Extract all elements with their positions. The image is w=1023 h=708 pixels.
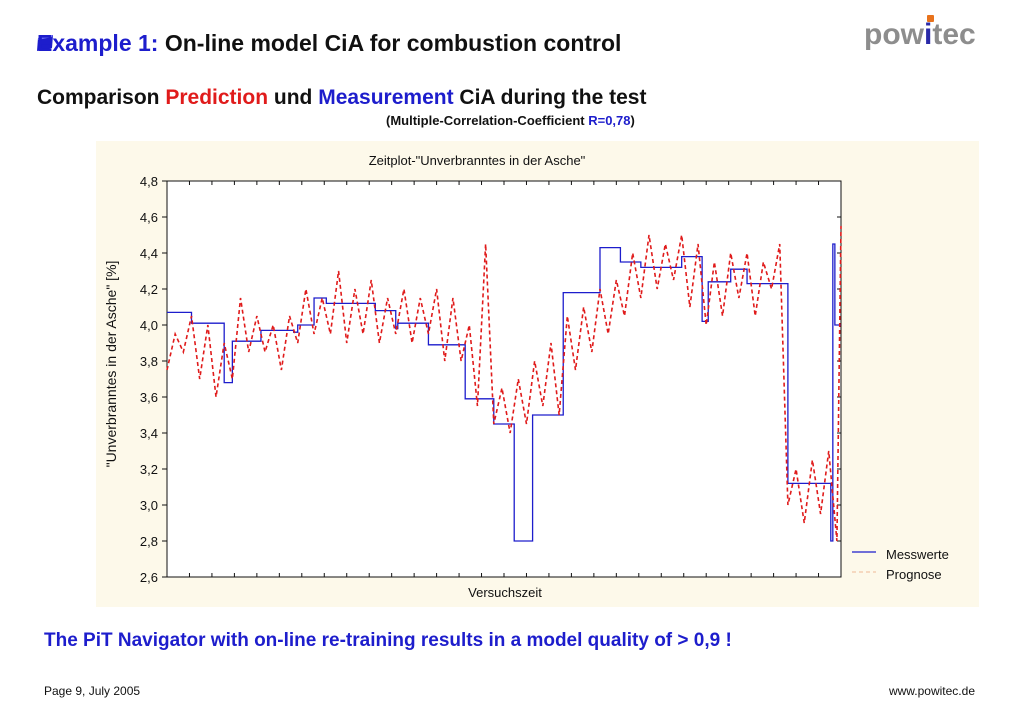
y-tick-label: 4,6 <box>140 210 158 225</box>
x-axis-label: Versuchszeit <box>468 585 542 600</box>
y-tick-label: 3,4 <box>140 426 158 441</box>
powitec-logo: pow itec <box>864 15 976 52</box>
y-tick-label: 4,4 <box>140 246 158 261</box>
y-tick-label: 4,0 <box>140 318 158 333</box>
y-tick-label: 3,2 <box>140 462 158 477</box>
series-messwerte-line <box>167 243 841 542</box>
y-tick-label: 4,8 <box>140 174 158 189</box>
footer-page: Page 9, July 2005 <box>44 684 141 698</box>
plot-area <box>166 180 842 578</box>
logo-dot-icon <box>927 15 934 22</box>
y-tick-label: 2,8 <box>140 534 158 549</box>
correlation-note: (Multiple-Correlation-Coefficient R=0,78… <box>386 113 635 128</box>
legend-label-messwerte: Messwerte <box>886 547 949 562</box>
y-axis-label: "Unverbranntes in der Asche" [%] <box>103 261 119 468</box>
square-bullet-icon <box>37 35 53 51</box>
y-tick-label: 3,6 <box>140 390 158 405</box>
slide-subtitle: Comparison Prediction und Measurement Ci… <box>37 86 647 109</box>
chart-title: Zeitplot-"Unverbranntes in der Asche" <box>369 153 586 168</box>
series-prognose-line <box>166 225 842 542</box>
slide-title: Example 1: On-line model CiA for combust… <box>37 30 622 56</box>
footer-url[interactable]: www.powitec.de <box>888 684 975 698</box>
y-tick-label: 2,6 <box>140 570 158 585</box>
y-tick-label: 3,0 <box>140 498 158 513</box>
y-tick-label: 3,8 <box>140 354 158 369</box>
conclusion-text: The PiT Navigator with on-line re-traini… <box>44 630 732 651</box>
legend-label-prognose: Prognose <box>886 567 942 582</box>
y-tick-label: 4,2 <box>140 282 158 297</box>
